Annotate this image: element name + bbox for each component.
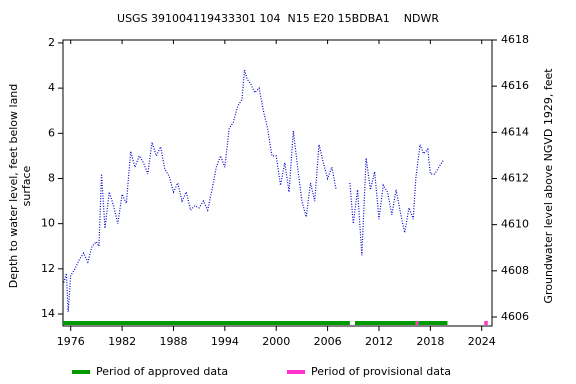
x-tick-label: 2000 — [262, 335, 290, 348]
y-tick-label: 2 — [48, 36, 55, 49]
y-tick-label: 6 — [48, 126, 55, 139]
y2-tick-label: 4614 — [501, 125, 529, 138]
y-axis-label: Depth to water level, feet below land — [7, 84, 20, 289]
y2-tick-label: 4616 — [501, 79, 529, 92]
legend-label: Period of provisional data — [311, 365, 451, 378]
period-bar — [63, 321, 350, 325]
y-tick-label: 14 — [41, 307, 55, 320]
x-tick-label: 2024 — [468, 335, 496, 348]
period-bar — [354, 321, 416, 325]
y2-tick-label: 4610 — [501, 218, 529, 231]
legend-label: Period of approved data — [96, 365, 228, 378]
x-tick-label: 1994 — [211, 335, 239, 348]
y-axis-label: surface — [20, 165, 33, 206]
period-bar — [415, 321, 419, 325]
x-tick-label: 2018 — [416, 335, 444, 348]
y2-tick-label: 4618 — [501, 33, 529, 46]
x-tick-label: 1982 — [108, 335, 136, 348]
y-tick-label: 12 — [41, 262, 55, 275]
y2-tick-label: 4606 — [501, 310, 529, 323]
y-tick-label: 8 — [48, 171, 55, 184]
x-tick-label: 2012 — [365, 335, 393, 348]
y-tick-label: 10 — [41, 217, 55, 230]
y-tick-label: 4 — [48, 81, 55, 94]
period-bar — [418, 321, 448, 325]
data-line — [64, 70, 486, 312]
y2-tick-label: 4608 — [501, 264, 529, 277]
y2-tick-label: 4612 — [501, 171, 529, 184]
y2-axis-label: Groundwater level above NGVD 1929, feet — [542, 68, 555, 304]
x-tick-label: 1976 — [57, 335, 85, 348]
period-bar — [484, 321, 488, 325]
chart-title: USGS 391004119433301 104 N15 E20 15BDBA1… — [117, 12, 439, 25]
plot-frame — [62, 39, 493, 327]
x-tick-label: 2006 — [314, 335, 342, 348]
x-tick-label: 1988 — [159, 335, 187, 348]
